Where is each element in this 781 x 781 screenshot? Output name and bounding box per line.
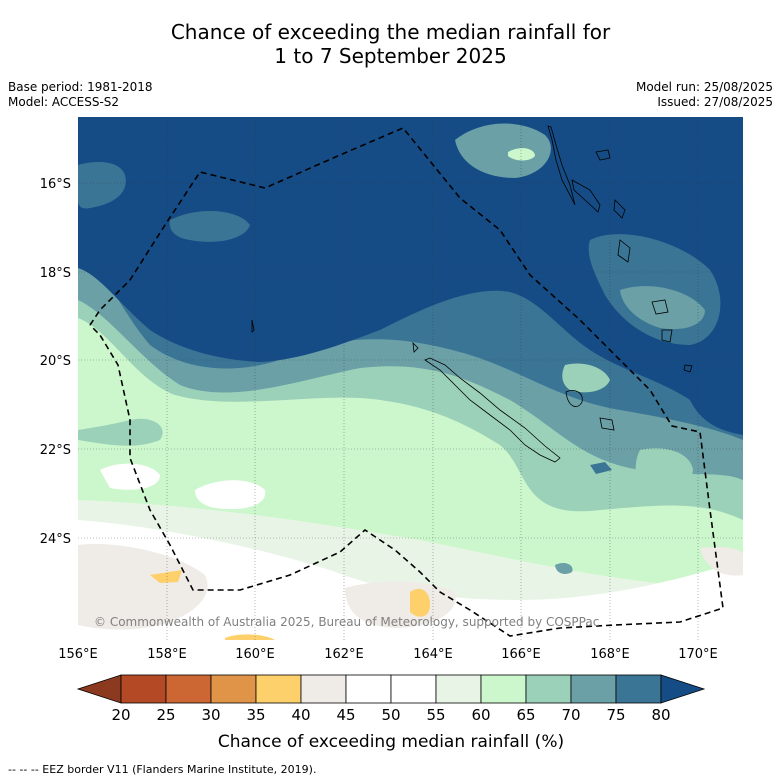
colorbar-tick-label: 40: [291, 706, 310, 724]
solomon-coast-a: [547, 125, 576, 206]
colorbar-swatch: [390, 674, 437, 704]
colorbar-swatch: [120, 674, 167, 704]
contour-40-45-east: [700, 546, 743, 576]
lat-label-16: 16°S: [40, 177, 71, 192]
map-panel: [78, 117, 743, 640]
loyalty-coast-a: [565, 390, 583, 407]
colorbar-tick-label: 60: [471, 706, 490, 724]
footnote: -- -- -- EEZ border V11 (Flanders Marine…: [8, 763, 317, 776]
colorbar-swatches: [120, 674, 662, 704]
solomon-coast-c: [595, 149, 611, 161]
contour-35-40-c: [225, 634, 275, 640]
grid-lines: [78, 117, 743, 640]
latitude-labels: 16°S 18°S 20°S 22°S 24°S: [40, 177, 71, 547]
colorbar-tick-label: 65: [516, 706, 535, 724]
vanuatu-coast-c: [651, 299, 669, 315]
colorbar-swatch: [165, 674, 212, 704]
contour-white-blob-2: [100, 463, 160, 490]
contour-35-40-a: [150, 570, 182, 583]
colorbar: 20 25 30 35 40 45 50 55 60 65 70 75 80 Chance of exc…: [76, 674, 706, 752]
title-line-1: Chance of exceeding the median rainfall …: [170, 20, 611, 44]
isle-coast: [683, 364, 693, 373]
map-title: Chance of exceeding the median rainfall …: [0, 20, 781, 68]
contour-patch-se: [562, 363, 610, 393]
colorbar-tick-label: 75: [606, 706, 625, 724]
colorbar-swatch: [570, 674, 617, 704]
colorbar-swatch: [435, 674, 482, 704]
contour-45-55: [78, 520, 743, 640]
colorbar-tick-label: 30: [201, 706, 220, 724]
lon-label-164: 164°E: [413, 647, 453, 662]
lon-label-162: 162°E: [324, 647, 364, 662]
contour-patch-east-light: [620, 286, 705, 330]
contour-patch-north-light: [508, 148, 535, 161]
lon-label-156: 156°E: [58, 647, 98, 662]
contour-patch-far-se: [635, 448, 693, 497]
colorbar-swatch: [615, 674, 662, 704]
lon-label-168: 168°E: [590, 647, 630, 662]
vanuatu-coast-a: [613, 199, 626, 219]
colorbar-swatch: [300, 674, 347, 704]
colorbar-tick-label: 70: [561, 706, 580, 724]
lon-label-166: 166°E: [501, 647, 541, 662]
solomon-coast-b: [571, 179, 601, 213]
lon-label-160: 160°E: [235, 647, 275, 662]
contour-patch-small: [590, 462, 612, 474]
contour-patch-north: [455, 123, 551, 178]
copyright-text: © Commonwealth of Australia 2025, Bureau…: [94, 615, 599, 629]
vanuatu-coast-d: [661, 329, 673, 343]
contour-40-45-west: [78, 544, 208, 630]
colorbar-tick-label: 50: [381, 706, 400, 724]
contour-above-80: [78, 117, 743, 435]
colorbar-tick-label: 35: [246, 706, 265, 724]
meta-right: Model run: 25/08/2025 Issued: 27/08/2025: [636, 80, 773, 110]
contour-patch-nw: [78, 162, 126, 209]
colorbar-tick-label: 55: [426, 706, 445, 724]
colorbar-swatch: [345, 674, 392, 704]
colorbar-tick-label: 45: [336, 706, 355, 724]
eez-border: [89, 127, 724, 637]
lat-label-22: 22°S: [40, 443, 71, 458]
contour-35-40-b: [410, 588, 430, 617]
coastlines: [251, 125, 693, 463]
model-name: Model: ACCESS-S2: [8, 95, 120, 109]
base-period: Base period: 1981-2018: [8, 80, 153, 94]
colorbar-swatch: [210, 674, 257, 704]
lon-label-170: 170°E: [678, 647, 718, 662]
title-line-2: 1 to 7 September 2025: [274, 44, 507, 68]
contour-40-45-central: [345, 581, 456, 628]
colorbar-low-arrow: [76, 674, 122, 704]
colorbar-swatch: [525, 674, 572, 704]
colorbar-ticks: 20 25 30 35 40 45 50 55 60 65 70 75 80: [111, 706, 670, 724]
colorbar-swatch: [480, 674, 527, 704]
colorbar-tick-label: 25: [156, 706, 175, 724]
colorbar-label: Chance of exceeding median rainfall (%): [218, 732, 564, 752]
colorbar-high-arrow: [660, 674, 706, 704]
meta-left: Base period: 1981-2018 Model: ACCESS-S2: [8, 80, 153, 110]
chesterfield-coast: [251, 319, 255, 333]
colorbar-tick-label: 80: [651, 706, 670, 724]
lat-label-24: 24°S: [40, 532, 71, 547]
contour-patch-south: [555, 562, 573, 574]
longitude-labels: 156°E 158°E 160°E 162°E 164°E 166°E 168°…: [58, 647, 718, 662]
contour-white-blob: [195, 480, 266, 510]
lon-label-158: 158°E: [147, 647, 187, 662]
issued-date: Issued: 27/08/2025: [657, 95, 773, 109]
loyalty-coast-b: [599, 417, 615, 431]
lat-label-18: 18°S: [40, 266, 71, 281]
colorbar-swatch: [255, 674, 302, 704]
lat-label-20: 20°S: [40, 354, 71, 369]
reef-coast: [412, 341, 419, 353]
contour-65-70-west: [78, 418, 163, 446]
colorbar-tick-label: 20: [111, 706, 130, 724]
vanuatu-coast-b: [617, 239, 631, 263]
contour-patch-west: [169, 210, 250, 242]
new-caledonia-coast: [424, 357, 561, 463]
model-run: Model run: 25/08/2025: [635, 80, 773, 94]
